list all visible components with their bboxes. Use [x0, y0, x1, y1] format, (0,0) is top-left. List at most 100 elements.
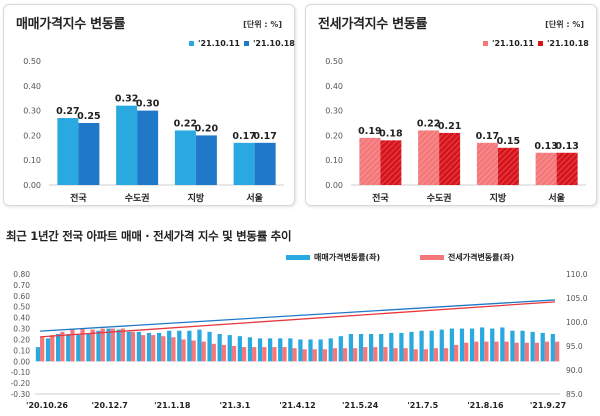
trend-sale-bar [298, 339, 303, 362]
trend-rent-bar [241, 347, 247, 362]
trend-rent-bar [524, 342, 529, 362]
trend-sale-bar [268, 338, 273, 362]
trend-rent-bar [80, 328, 85, 362]
sale-bar [57, 118, 79, 185]
trend-rent-bar [302, 349, 307, 362]
trend-sale-bar [76, 334, 81, 362]
rent-legend-swatch-2 [537, 41, 543, 46]
trend-left-tick-label: 0.70 [13, 281, 30, 290]
trend-rent-bar [262, 347, 267, 362]
trend-rent-bar [494, 341, 499, 362]
rent-data-label: 0.18 [379, 128, 403, 139]
trend-rent-bar [322, 349, 327, 362]
sale-ytick-label: 0.50 [23, 57, 41, 66]
trend-rent-bar [403, 348, 408, 362]
sale-bar [78, 123, 100, 185]
sale-legend-label-2: '21.10.18 [252, 39, 295, 48]
trend-sale-bar [379, 334, 384, 362]
trend-left-tick-label: 0.60 [13, 292, 30, 301]
trend-sale-bar [56, 334, 61, 362]
trend-sale-bar [217, 334, 222, 362]
trend-sale-bar [459, 328, 465, 362]
trend-legend-rent-label: 전세가격변동률(좌) [448, 253, 515, 262]
trend-sale-bar [187, 330, 192, 362]
trend-legend-sale: 매매가격변동률(좌) [286, 252, 380, 263]
trend-rent-bar [504, 341, 509, 362]
sale-legend-label-1: '21.10.11 [198, 39, 240, 48]
rent-data-label: 0.22 [417, 118, 440, 129]
trend-sale-bar [308, 339, 313, 362]
trend-left-tick-label: 0.80 [13, 270, 30, 279]
trend-legend-sale-swatch [286, 255, 310, 260]
rent-bar [535, 152, 557, 185]
trend-x-tick-label: '20.12.7 [91, 401, 127, 410]
trend-legend-sale-label: 매매가격변동률(좌) [314, 253, 381, 262]
trend-sale-bar [429, 330, 434, 362]
trend-left-tick-label: -0.10 [11, 368, 31, 377]
trend-rent-bar [130, 331, 136, 362]
sale-bar [233, 142, 255, 185]
trend-rent-index-line [40, 301, 555, 338]
trend-sale-bar [328, 338, 333, 362]
sale-ytick-label: 0.30 [23, 107, 41, 116]
trend-rent-bar [363, 347, 368, 362]
rent-bar [359, 137, 381, 185]
trend-rent-bar [161, 336, 166, 362]
rent-ytick-label: 0.30 [325, 107, 343, 116]
rent-bar [380, 140, 402, 185]
trend-rent-bar [231, 346, 237, 362]
trend-rent-bar [383, 347, 388, 362]
trend-sale-bar [167, 330, 172, 362]
trend-x-tick-label: '21.9.27 [530, 401, 566, 410]
sale-panel-unit: [단위 : %] [243, 20, 282, 29]
trend-sale-bar [35, 347, 41, 362]
trend-rent-bar [120, 328, 126, 362]
sale-bar-chart: 0.000.100.200.300.400.500.270.25전국0.320.… [23, 57, 284, 204]
sale-category-label: 수도권 [125, 192, 150, 204]
sale-legend: '21.10.11 '21.10.18 [189, 39, 295, 48]
rent-legend: '21.10.11 '21.10.18 [483, 39, 589, 48]
sale-category-label: 서울 [246, 192, 263, 204]
sale-ytick-label: 0.40 [23, 82, 41, 91]
sale-category-label: 전국 [70, 192, 87, 204]
sale-ytick-label: 0.10 [23, 156, 41, 165]
trend-sale-bar [106, 328, 111, 362]
trend-rent-bar [191, 340, 196, 362]
trend-sale-index-line [40, 299, 555, 332]
trend-rent-bar [100, 328, 105, 362]
trend-sale-bar [348, 334, 354, 362]
trend-rent-bar [201, 341, 206, 362]
trend-rent-bar [443, 348, 449, 362]
sale-legend-swatch-2 [243, 41, 249, 46]
rent-category-label: 수도권 [427, 192, 452, 204]
trend-left-tick-label: -0.30 [11, 390, 31, 399]
trend-chart-title: 최근 1년간 전국 아파트 매매 · 전세가격 지수 및 변동률 추이 [6, 229, 292, 243]
rent-ytick-label: 0.10 [325, 156, 343, 165]
rent-bar [556, 152, 578, 185]
rent-ytick-label: 0.00 [325, 181, 343, 190]
trend-rent-bar [60, 331, 65, 362]
trend-left-tick-label: -0.20 [11, 379, 31, 388]
sale-category-label: 지방 [188, 192, 205, 204]
rent-ytick-label: 0.40 [325, 82, 343, 91]
trend-rent-bar [282, 347, 287, 362]
rent-bar [418, 130, 440, 185]
rent-bar [497, 147, 519, 185]
trend-rent-bar [373, 347, 378, 362]
trend-sale-bar [338, 336, 343, 362]
trend-rent-bar [221, 344, 227, 362]
rent-data-label: 0.21 [438, 121, 461, 132]
trend-sale-bar [530, 331, 535, 362]
sale-panel-title: 매매가격지수 변동률 [16, 17, 126, 32]
trend-rent-bar [554, 341, 560, 362]
trend-rent-bar [393, 348, 398, 362]
trend-right-tick-label: 90.0 [566, 366, 583, 375]
trend-legend-rent-swatch [420, 255, 444, 260]
trend-x-tick-label: '21.7.5 [407, 401, 438, 410]
sale-data-label: 0.30 [136, 99, 160, 110]
trend-x-tick-label: '21.1.18 [154, 401, 191, 410]
trend-rent-bar [40, 337, 45, 362]
trend-sale-bar [510, 330, 515, 362]
trend-rent-bar [211, 343, 216, 362]
trend-sale-bar [318, 339, 323, 362]
